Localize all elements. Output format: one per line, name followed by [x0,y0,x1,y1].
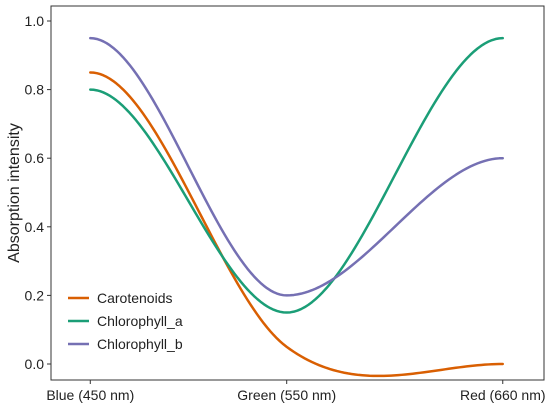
y-axis: 0.0 0.2 0.4 0.6 0.8 1.0 [25,13,51,372]
x-axis: Blue (450 nm) Green (550 nm) Red (660 nm) [46,380,546,403]
y-axis-title: Absorption intensity [6,123,23,263]
plot-panel [50,5,545,381]
y-tick-label: 0.6 [25,150,45,166]
y-tick-label: 0.8 [25,82,45,98]
legend-label-chlorophyll-b: Chlorophyll_b [97,336,183,352]
y-tick-label: 0.2 [25,287,45,303]
series-line-chlorophyll-a [89,36,504,314]
series-line-carotenoids [89,71,504,378]
legend: Carotenoids Chlorophyll_a Chlorophyll_b [68,290,183,352]
y-tick-label: 1.0 [25,13,45,29]
x-tick-label: Blue (450 nm) [46,387,134,403]
legend-label-chlorophyll-a: Chlorophyll_a [97,313,183,329]
y-tick-label: 0.0 [25,356,45,372]
y-tick-label: 0.4 [25,219,45,235]
x-tick-label: Red (660 nm) [460,387,546,403]
legend-label-carotenoids: Carotenoids [97,290,173,306]
x-tick-label: Green (550 nm) [237,387,336,403]
series-layer [89,36,504,378]
series-line-chlorophyll-b [89,36,504,297]
